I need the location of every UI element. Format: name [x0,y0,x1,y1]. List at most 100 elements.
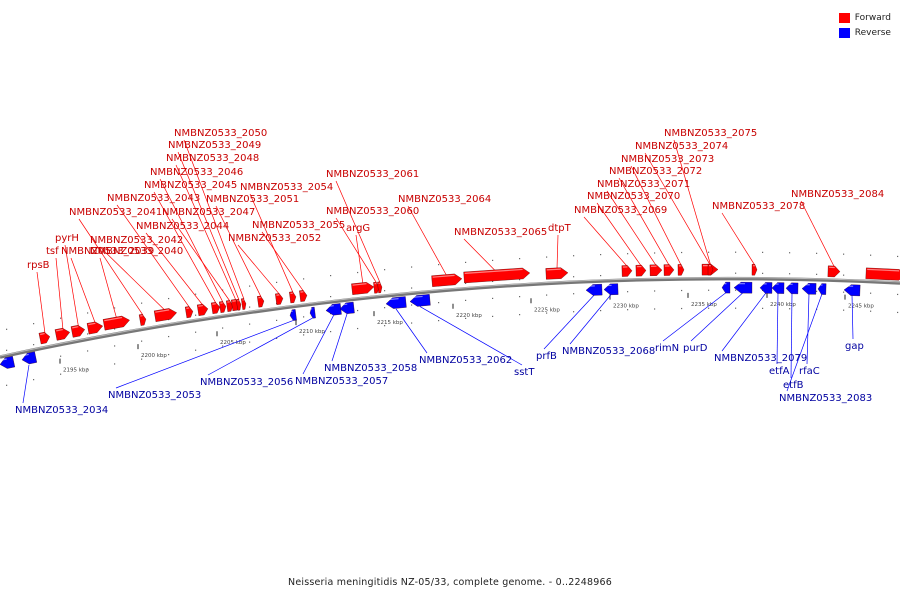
forward-gene-label: dtpT [548,223,572,234]
track-dot [438,320,440,322]
forward-gene-label: NMBNZ0533_2054 [240,182,333,193]
track-dot [573,255,575,257]
reverse-gene-label: NMBNZ0533_2057 [295,376,388,387]
track-dot [519,258,521,260]
gene-body [211,302,221,314]
gene-body [431,273,463,287]
track-dot [276,319,278,321]
track-dot [60,373,62,375]
forward-gene-label: NMBNZ0533_2069 [574,205,667,216]
track-dot [195,331,197,333]
tick-label: 2220 kbp [456,313,482,319]
gene-highlight [432,274,455,278]
forward-gene [38,331,50,345]
leader-line [721,212,755,265]
reverse-gene [603,283,619,296]
gene-body [677,264,685,276]
gene-body [138,314,147,326]
genome-backbone [0,276,900,359]
track-dot [6,349,8,351]
forward-gene [275,293,284,305]
forward-gene-label: NMBNZ0533_2048 [166,153,259,164]
forward-gene-label: NMBNZ0533_2060 [326,206,419,217]
track-dot [492,259,494,262]
reverse-gene-label: NMBNZ0533_2062 [419,355,512,366]
track-dot [573,276,575,278]
track-dot [654,290,656,292]
leader-line [673,139,711,265]
track-dot [627,291,629,293]
map-caption: Neisseria meningitidis NZ-05/33, complet… [288,577,612,588]
track-dot [546,294,548,296]
forward-gene-label: NMBNZ0533_2050 [174,128,267,139]
track-dot [627,309,629,311]
track-dot [438,264,440,266]
gene-highlight [326,305,334,308]
track-dot [195,349,197,351]
leader-line [159,178,224,303]
reverse-gene [817,283,827,295]
forward-gene-label: NMBNZ0533_2064 [398,194,491,205]
leader-line [207,317,313,376]
track-dot [60,317,62,319]
forward-gene-label: NMBNZ0533_2084 [791,189,884,200]
track-dot [843,291,845,293]
track-dot [708,251,710,253]
gene-body [377,281,383,294]
gene-body [226,300,234,312]
leader-line [335,217,377,284]
forward-gene [351,282,375,295]
track-dot [465,261,467,263]
reverse-gene-label: NMBNZ0533_2058 [324,363,417,374]
forward-gene-label: NMBNZ0533_2051 [206,194,299,205]
track-dot [870,292,872,294]
gene-body [219,301,227,313]
leader-line [55,257,64,331]
gene-body [603,283,619,296]
track-dot [303,316,305,318]
track-dot [519,279,521,281]
track-dot [627,253,629,255]
leader-line [153,191,217,304]
forward-gene-label: NMBNZ0533_2065 [454,227,547,238]
leader-line [721,292,767,352]
forward-swatch [838,12,850,23]
leader-line [776,292,779,365]
forward-gene-label: NMBNZ0533_2041 [69,207,162,218]
track-dot [114,307,116,309]
tick-label: 2215 kbp [377,320,403,326]
forward-gene-label: NMBNZ0533_2039 [61,246,154,257]
track-dot [384,307,386,309]
label-leader-lines [22,139,854,404]
track-dot [735,289,737,291]
forward-gene [153,308,177,322]
gene-body [325,303,342,316]
track-dot [762,272,764,274]
leader-line [630,165,682,266]
tick-label: 2195 kbp [63,368,89,374]
forward-gene [299,290,308,302]
gene-body [463,267,531,284]
tick-label: 2230 kbp [613,304,639,310]
gene-body [771,282,785,294]
gene-body [801,283,817,295]
track-dot [168,353,170,356]
track-dot [303,334,305,336]
gene-body [196,303,209,316]
forward-gene [663,264,675,276]
forward-gene-label: NMBNZ0533_2047 [162,207,255,218]
forward-gene [377,281,383,294]
gene-body [54,327,70,341]
track-dot [249,306,251,308]
track-dot [897,311,899,314]
gene-highlight [198,304,203,307]
track-dot [492,297,494,300]
gene-highlight [72,326,79,329]
track-dot [762,307,764,309]
forward-gene [70,325,85,338]
track-dot [249,323,251,325]
track-dot [357,309,359,312]
reverse-gene-label: rimN [655,343,679,354]
track-dot [546,312,548,314]
